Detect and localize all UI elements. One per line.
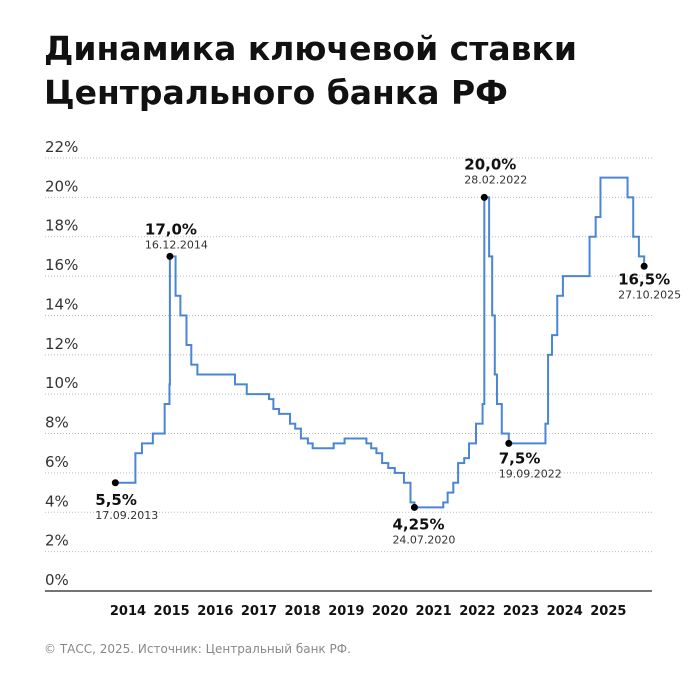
annotation-date: 27.10.2025 — [618, 288, 681, 301]
x-tick-label: 2023 — [503, 604, 539, 619]
x-tick-label: 2018 — [285, 604, 321, 619]
annotation-dot — [111, 479, 119, 487]
annotation-label: 5,5% — [95, 491, 137, 509]
chart-title: Центрального банка РФ — [44, 73, 508, 112]
x-tick-label: 2014 — [110, 604, 146, 619]
y-tick-label: 22% — [45, 138, 78, 156]
annotation-dot — [640, 262, 648, 270]
annotation-dot — [410, 503, 418, 511]
y-tick-label: 8% — [45, 414, 69, 432]
annotation-label: 17,0% — [145, 220, 197, 238]
y-tick-label: 4% — [45, 492, 69, 510]
annotation-dot — [166, 252, 174, 260]
annotation-label: 20,0% — [464, 155, 516, 173]
annotation-label: 16,5% — [618, 270, 670, 288]
x-tick-label: 2017 — [241, 604, 277, 619]
y-tick-label: 10% — [45, 374, 78, 392]
annotation-date: 28.02.2022 — [464, 173, 527, 186]
x-tick-label: 2019 — [328, 604, 364, 619]
y-tick-label: 0% — [45, 571, 69, 589]
y-tick-label: 20% — [45, 177, 78, 195]
annotation-date: 17.09.2013 — [95, 509, 158, 522]
x-tick-label: 2021 — [416, 604, 452, 619]
annotation-dot — [480, 193, 488, 201]
y-tick-label: 12% — [45, 335, 78, 353]
y-tick-label: 18% — [45, 217, 78, 235]
x-tick-label: 2020 — [372, 604, 408, 619]
source-note: © ТАСС, 2025. Источник: Центральный банк… — [44, 642, 351, 656]
x-tick-label: 2024 — [547, 604, 583, 619]
y-tick-label: 6% — [45, 453, 69, 471]
x-tick-label: 2025 — [590, 604, 626, 619]
x-tick-label: 2022 — [459, 604, 495, 619]
annotation-dot — [505, 439, 513, 447]
annotation-date: 19.09.2022 — [499, 467, 562, 480]
x-tick-label: 2015 — [154, 604, 190, 619]
y-tick-label: 2% — [45, 532, 69, 550]
chart-title: Динамика ключевой ставки — [44, 29, 577, 68]
annotation-date: 24.07.2020 — [392, 533, 455, 546]
annotation-label: 7,5% — [499, 449, 541, 467]
x-tick-label: 2016 — [197, 604, 233, 619]
annotation-date: 16.12.2014 — [145, 238, 208, 251]
y-tick-label: 14% — [45, 295, 78, 313]
y-tick-label: 16% — [45, 256, 78, 274]
annotation-label: 4,25% — [392, 515, 444, 533]
